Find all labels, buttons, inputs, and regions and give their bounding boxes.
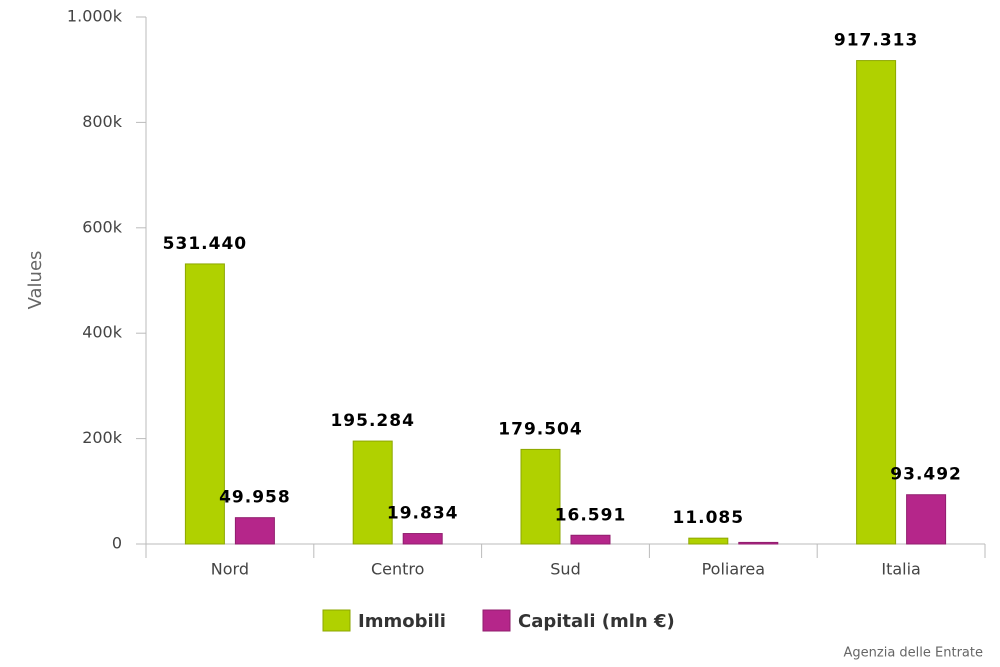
bar [520,448,561,545]
bar [352,440,393,545]
legend-swatch [322,609,351,632]
y-tick-label: 200k [82,428,123,447]
bar [570,534,611,545]
y-tick-label: 800k [82,112,123,131]
x-tick-label: Italia [881,560,921,579]
bar [856,60,897,545]
bar [688,537,729,545]
bar [738,541,779,545]
x-tick-label: Centro [371,560,424,579]
value-label: 179.504 [498,419,582,439]
value-label: 49.958 [219,488,291,508]
credit: Agenzia delle Entrate [844,646,983,661]
y-tick-label: 400k [82,323,123,342]
bar [184,263,225,545]
y-axis-label: Values [25,251,46,310]
bar [402,533,443,545]
x-tick-label: Sud [550,560,580,579]
value-label: 917.313 [834,31,918,51]
value-label: 11.085 [672,508,744,528]
y-tick-label: 1.000k [67,7,123,26]
y-tick-label: 600k [82,217,123,236]
value-label: 93.492 [890,465,962,485]
bar [234,517,275,545]
value-label: 531.440 [163,234,247,254]
x-tick-label: Poliarea [702,560,765,579]
value-label: 195.284 [330,411,414,431]
x-tick-label: Nord [211,560,249,579]
bar [906,494,947,545]
y-tick-label: 0 [112,534,122,553]
legend-label: Immobili [358,611,446,632]
legend-swatch [482,609,511,632]
value-label: 19.834 [387,504,459,524]
legend-label: Capitali (mln €) [518,611,675,632]
value-label: 16.591 [555,505,627,525]
